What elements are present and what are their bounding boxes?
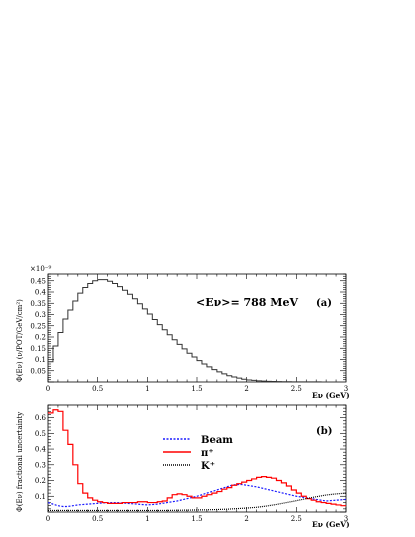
x-tick-label: 1 (145, 515, 149, 523)
y-tick-label: 0.1 (35, 356, 46, 364)
y-tick-label: 0.2 (35, 477, 46, 485)
y-tick-label: 0.25 (30, 322, 46, 330)
legend-pion-label: π⁺ (201, 448, 214, 459)
panel-b-y-label: Φ(Eν) fractional uncertainty (16, 412, 24, 512)
panel-a-frame (47, 273, 347, 383)
y-tick-label: 0.45 (30, 277, 46, 285)
y-tick-label: 0.4 (35, 446, 47, 454)
x-tick-label: 1.5 (191, 385, 202, 393)
pion-uncertainty-line (48, 409, 346, 507)
panel-b-label: (b) (316, 426, 332, 437)
beam-uncertainty-line (47, 483, 347, 508)
y-tick-label: 0.3 (35, 311, 46, 319)
x-tick-label: 0.5 (92, 515, 103, 523)
mean-energy-annotation: <Eν>= 788 MeV (196, 296, 298, 309)
legend-kaon-label: K⁺ (201, 461, 215, 472)
y-tick-label: 0.1 (35, 493, 46, 501)
panel-b: 0 0.5 1 1.5 2 2.5 3 0.1 0.2 0.3 0.4 0.5 0.6 Beam π⁺… (16, 404, 350, 529)
x-tick-label: 3 (344, 385, 348, 393)
x-tick-label: 2 (244, 385, 248, 393)
y-tick-label: 0.5 (35, 430, 46, 438)
panel-b-x-ticks: 0 0.5 1 1.5 2 2.5 3 (46, 405, 348, 523)
panel-a-y-exponent: ×10⁻⁹ (30, 265, 51, 273)
panel-a: 0 0.5 1 1.5 2 2.5 3 0.050.10.150.20.250.30.350… (16, 265, 350, 400)
panel-a-x-ticks: 0 0.5 1 1.5 2 2.5 3 (46, 274, 348, 393)
panel-b-y-ticks: 0.1 0.2 0.3 0.4 0.5 0.6 (35, 404, 346, 513)
x-tick-label: 1 (145, 385, 149, 393)
legend: Beam π⁺ K⁺ (163, 435, 233, 472)
x-tick-label: 2 (244, 515, 248, 523)
y-tick-label: 0.6 (35, 414, 47, 422)
x-tick-label: 0 (46, 515, 50, 523)
x-tick-label: 2.5 (291, 515, 302, 523)
y-tick-label: 0.35 (30, 300, 46, 308)
y-tick-label: 0.2 (35, 334, 46, 342)
kaon-uncertainty-line (48, 492, 347, 512)
panel-a-y-ticks: 0.05 0.1 0.15 0.2 0.25 0.3 0.35 0.4 0.45 (30, 273, 346, 383)
legend-beam-label: Beam (201, 435, 233, 446)
y-tick-label: 0.4 (35, 289, 47, 297)
y-tick-label: 0.3 (35, 461, 46, 469)
x-tick-label: 1.5 (191, 515, 202, 523)
y-tick-label: 0.05 (30, 367, 46, 375)
panel-a-label: (a) (316, 298, 332, 309)
panel-a-x-label: Eν (GeV) (312, 391, 350, 400)
x-tick-label: 0 (46, 385, 50, 393)
y-tick-label: 0.15 (30, 345, 46, 353)
x-tick-label: 0.5 (92, 385, 103, 393)
flux-histogram (48, 279, 346, 383)
x-tick-label: 2.5 (291, 385, 302, 393)
x-tick-label: 3 (344, 515, 348, 523)
panel-a-y-label: Φ(Eν) (ν/POT/GeV/cm²) (16, 299, 24, 382)
panel-b-x-label: Eν (GeV) (312, 520, 350, 529)
